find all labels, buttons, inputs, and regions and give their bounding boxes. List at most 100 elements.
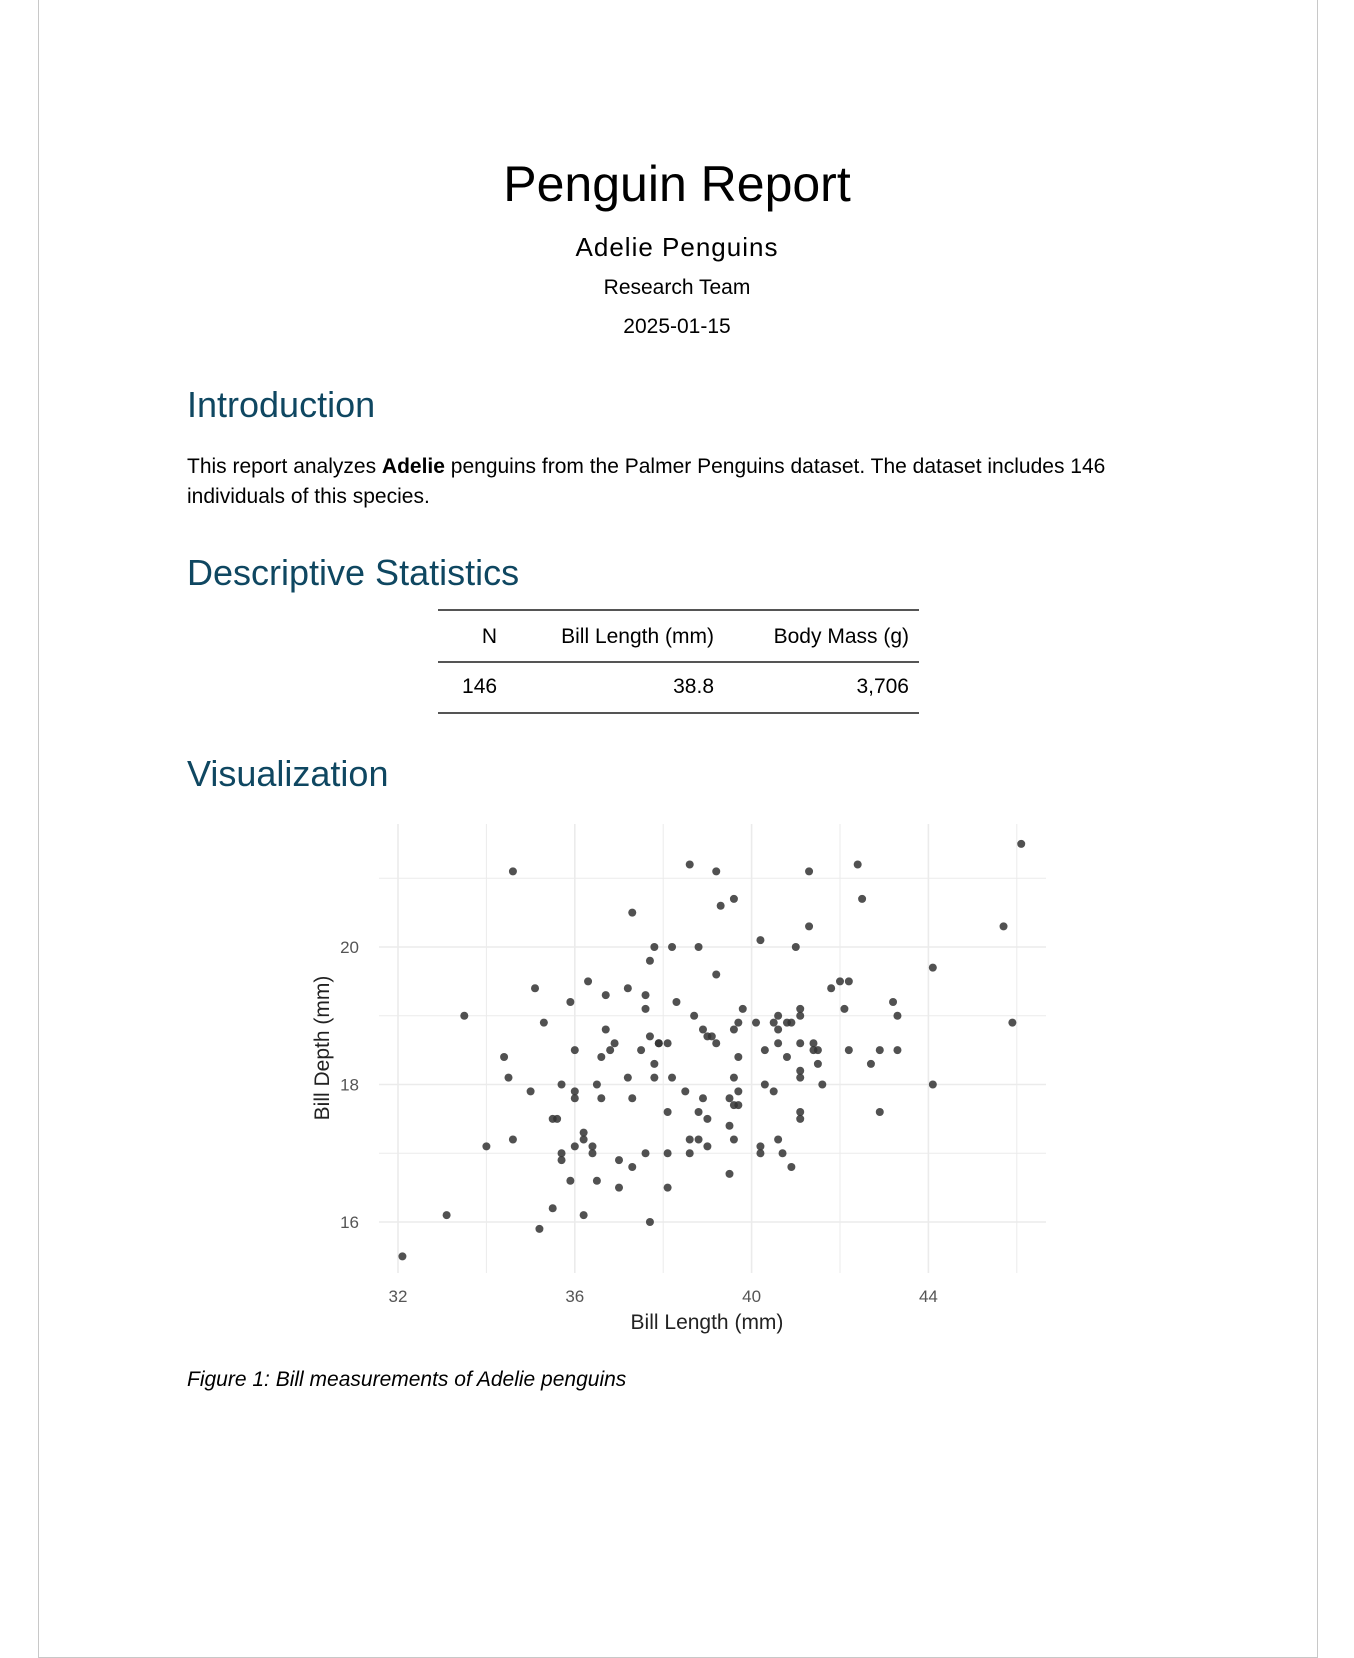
data-point xyxy=(628,1094,637,1103)
data-point xyxy=(566,998,575,1006)
data-point xyxy=(796,1073,805,1082)
data-point xyxy=(840,1004,849,1013)
y-tick-label: 16 xyxy=(340,1213,359,1232)
data-point xyxy=(628,1163,637,1171)
data-point xyxy=(668,1073,677,1082)
data-point xyxy=(1017,839,1026,848)
heading-visualization: Visualization xyxy=(187,753,389,794)
data-point xyxy=(729,1073,738,1082)
data-point xyxy=(570,1046,579,1055)
data-point xyxy=(685,860,694,869)
data-point xyxy=(650,943,659,951)
table-header-row: N Bill Length (mm) Body Mass (g) xyxy=(438,609,919,663)
report-subtitle: Adelie Penguins xyxy=(575,232,779,262)
data-point xyxy=(690,1011,699,1020)
data-point xyxy=(716,901,725,910)
data-point xyxy=(442,1211,451,1220)
data-point xyxy=(482,1142,491,1151)
data-point xyxy=(553,1114,562,1123)
x-axis-label: Bill Length (mm) xyxy=(631,1311,784,1334)
figure-caption: Figure 1: Bill measurements of Adelie pe… xyxy=(187,1368,627,1391)
table-row: 146 38.8 3,706 xyxy=(438,662,919,714)
data-point xyxy=(712,867,721,876)
data-point xyxy=(818,1080,827,1089)
data-point xyxy=(774,1135,783,1144)
data-point xyxy=(592,1176,601,1185)
intro-paragraph: This report analyzes Adelie penguins fro… xyxy=(187,452,1137,512)
data-point xyxy=(645,1218,654,1226)
points xyxy=(398,839,1026,1261)
data-point xyxy=(1008,1018,1017,1027)
data-point xyxy=(685,1135,694,1144)
data-point xyxy=(787,1018,796,1027)
data-point xyxy=(805,867,814,876)
data-point xyxy=(774,1039,783,1048)
data-point xyxy=(738,1004,747,1013)
data-point xyxy=(809,1039,818,1048)
data-point xyxy=(875,1046,884,1055)
data-point xyxy=(504,1073,513,1082)
data-point xyxy=(796,1004,805,1013)
data-point xyxy=(889,998,898,1006)
y-tick-label: 18 xyxy=(340,1076,359,1095)
data-point xyxy=(725,1169,734,1178)
data-point xyxy=(588,1142,597,1151)
data-point xyxy=(526,1087,535,1096)
data-point xyxy=(557,1080,566,1089)
data-point xyxy=(734,1018,743,1027)
data-point xyxy=(500,1053,509,1061)
data-point xyxy=(734,1087,743,1096)
data-point xyxy=(787,1163,796,1171)
heading-introduction: Introduction xyxy=(187,384,376,425)
y-axis-label: Bill Depth (mm) xyxy=(311,976,334,1121)
data-point xyxy=(548,1204,557,1213)
data-point xyxy=(999,922,1008,931)
data-point xyxy=(782,1053,791,1061)
data-point xyxy=(650,1059,659,1068)
data-point xyxy=(756,936,765,945)
report-date: 2025-01-15 xyxy=(623,315,731,338)
data-point xyxy=(566,1176,575,1185)
data-point xyxy=(663,1108,672,1116)
data-point xyxy=(681,1087,690,1096)
data-point xyxy=(694,1135,703,1144)
tick-labels: 32 36 40 44 16 18 20 xyxy=(340,938,938,1306)
cell-n: 146 xyxy=(438,662,508,714)
data-point xyxy=(712,1039,721,1048)
data-point xyxy=(703,1142,712,1151)
y-tick-label: 20 xyxy=(340,938,359,957)
data-point xyxy=(729,1025,738,1034)
data-point xyxy=(579,1211,588,1220)
data-point xyxy=(539,1018,548,1027)
data-point xyxy=(707,1032,716,1041)
data-point xyxy=(853,860,862,869)
data-point xyxy=(698,1025,707,1034)
report-title: Penguin Report xyxy=(503,156,851,212)
data-point xyxy=(570,1087,579,1096)
intro-text-2: penguins from the Palmer Penguins datase… xyxy=(187,455,1106,508)
data-point xyxy=(535,1224,544,1233)
data-point xyxy=(645,1032,654,1041)
data-point xyxy=(584,977,593,986)
data-point xyxy=(836,977,844,986)
data-point xyxy=(858,894,867,903)
data-point xyxy=(725,1094,734,1103)
data-point xyxy=(637,1046,646,1055)
data-point xyxy=(729,1135,738,1144)
data-point xyxy=(645,956,654,965)
data-point xyxy=(756,1142,765,1151)
data-point xyxy=(663,1149,672,1158)
data-point xyxy=(813,1046,822,1055)
x-tick-label: 44 xyxy=(919,1287,938,1306)
data-point xyxy=(579,1128,588,1137)
data-point xyxy=(734,1053,743,1061)
data-point xyxy=(796,1108,805,1116)
report-author: Research Team xyxy=(603,276,751,299)
intro-bold-species: Adelie xyxy=(381,455,445,478)
data-point xyxy=(641,991,650,1000)
data-point xyxy=(827,984,836,993)
data-point xyxy=(623,1073,632,1082)
data-point xyxy=(694,1108,703,1116)
data-point xyxy=(769,1087,778,1096)
data-point xyxy=(557,1149,566,1158)
